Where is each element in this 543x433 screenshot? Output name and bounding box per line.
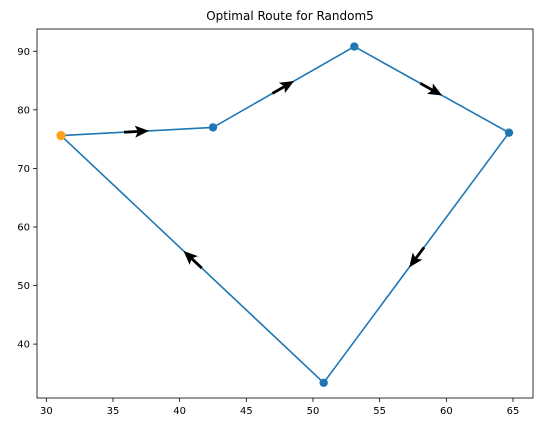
y-tick-label: 40 <box>17 340 30 351</box>
x-tick-label: 50 <box>307 406 320 417</box>
start-point <box>56 131 66 141</box>
x-tick-label: 35 <box>107 406 120 417</box>
plot-frame <box>36 28 534 399</box>
y-axis: 40 50 60 70 80 90 <box>17 47 37 351</box>
direction-arrow <box>409 246 426 268</box>
x-tick-label: 40 <box>173 406 186 417</box>
x-tick-label: 30 <box>40 406 53 417</box>
route-point <box>319 378 328 387</box>
route-arrows <box>123 81 443 270</box>
direction-arrow <box>123 125 149 138</box>
y-tick-label: 50 <box>17 281 30 292</box>
direction-arrow <box>271 81 295 95</box>
route-points <box>56 42 514 387</box>
x-tick-label: 45 <box>240 406 253 417</box>
x-tick-label: 55 <box>373 406 386 417</box>
x-tick-label: 65 <box>507 406 520 417</box>
y-tick-label: 70 <box>17 164 30 175</box>
y-tick-label: 80 <box>17 105 30 116</box>
chart-title: Optimal Route for Random5 <box>206 9 374 23</box>
direction-arrow <box>183 250 203 270</box>
x-axis: 30 35 40 45 50 55 60 65 <box>40 398 519 417</box>
route-point <box>208 123 218 132</box>
route-lines <box>60 45 510 384</box>
y-tick-label: 60 <box>17 222 30 233</box>
route-point <box>350 42 359 51</box>
direction-arrow <box>419 82 443 96</box>
y-tick-label: 90 <box>17 47 30 58</box>
x-tick-label: 60 <box>440 406 453 417</box>
route-point <box>504 128 514 137</box>
